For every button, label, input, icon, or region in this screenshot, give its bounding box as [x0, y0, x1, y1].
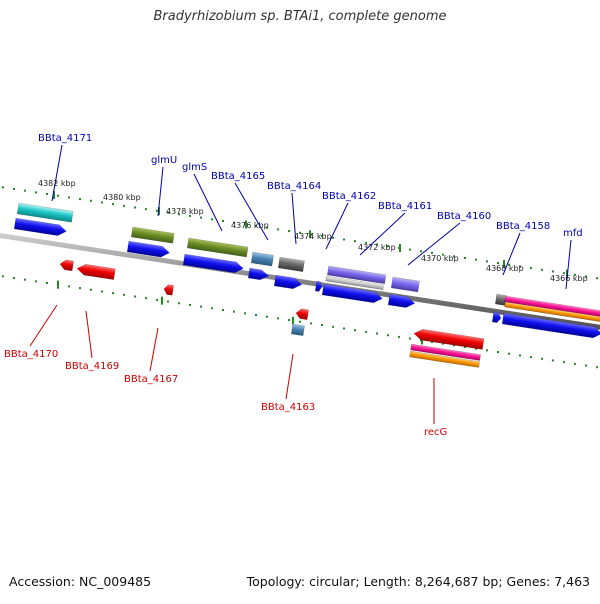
gene-bbta-4167-arrow[interactable] — [163, 284, 174, 296]
gene-label-bbta-4160[interactable]: BBta_4160 — [437, 211, 491, 222]
gene-bbta-4163-bar[interactable] — [290, 323, 305, 337]
gene-mfd-bar2[interactable] — [504, 301, 600, 323]
gene-recg-bar[interactable] — [410, 343, 481, 361]
accession-text: Accession: NC_009485 — [9, 574, 152, 589]
scale-label: 4376 kbp — [231, 221, 269, 230]
gene-glmu-arrow[interactable] — [126, 240, 170, 258]
gene-label-bbta-4158-leader — [502, 232, 521, 276]
gene-bbta-4164-bar[interactable] — [277, 256, 305, 273]
gene-bbta-4162-arrow[interactable] — [321, 283, 383, 304]
gene-label-mfd[interactable]: mfd — [563, 228, 583, 239]
reverse-scale-ticks — [2, 275, 598, 369]
gene-label-bbta-4162-leader — [325, 202, 349, 250]
gene-bbta-4165-arrow[interactable] — [247, 267, 270, 281]
genome-backbone — [0, 233, 600, 330]
gene-bbta-4164-arrow[interactable] — [273, 274, 303, 290]
gene-label-glms[interactable]: glmS — [182, 162, 207, 173]
gene-small-arrow[interactable] — [314, 280, 323, 292]
genome-title: Bradyrhizobium sp. BTAi1, complete genom… — [153, 9, 447, 24]
gene-recg-arrow[interactable] — [413, 328, 485, 350]
gene-bbta-4158-arrow[interactable] — [491, 311, 502, 323]
scale-label: 4374 kbp — [294, 232, 332, 241]
gene-bbta-4170-arrow[interactable] — [59, 259, 74, 272]
gene-label-bbta-4165[interactable]: BBta_4165 — [211, 171, 265, 182]
scale-label: 4382 kbp — [38, 179, 76, 188]
gene-label-bbta-4163-leader — [285, 353, 294, 400]
gene-label-bbta-4171[interactable]: BBta_4171 — [38, 133, 92, 144]
scale-label: 4366 kbp — [550, 274, 588, 283]
gene-mfd-arrow[interactable] — [501, 312, 600, 339]
topology-text: Topology: circular; Length: 8,264,687 bp… — [246, 574, 590, 589]
gene-label-bbta-4164[interactable]: BBta_4164 — [267, 181, 321, 192]
gene-label-bbta-4169[interactable]: BBta_4169 — [65, 361, 119, 372]
gene-label-bbta-4160-leader — [407, 222, 461, 266]
scale-label: 4378 kbp — [166, 207, 204, 216]
gene-glms-arrow[interactable] — [182, 253, 244, 274]
gene-bbta-4162-bar[interactable] — [327, 265, 387, 285]
gene-label-bbta-4169-leader — [85, 310, 93, 359]
forward-scale-ticks — [2, 186, 598, 280]
gene-mfd-bar[interactable] — [504, 295, 600, 318]
gene-label-glmu-leader — [157, 166, 164, 217]
scale-label: 4370 kbp — [421, 254, 459, 263]
gene-label-bbta-4164-leader — [291, 192, 297, 245]
gene-label-bbta-4162[interactable]: BBta_4162 — [322, 191, 376, 202]
gene-bbta-4161-bar[interactable] — [390, 276, 420, 293]
gene-glmu-bar[interactable] — [130, 226, 175, 244]
gene-label-glms-leader — [193, 173, 223, 232]
gene-bbta-4169-arrow[interactable] — [76, 263, 116, 280]
scale-label: 4368 kbp — [486, 264, 524, 273]
gene-label-glmu[interactable]: glmU — [151, 155, 177, 166]
gene-label-recg[interactable]: recG — [424, 427, 447, 438]
gene-label-bbta-4167[interactable]: BBta_4167 — [124, 374, 178, 385]
scale-label: 4380 kbp — [103, 193, 141, 202]
gene-label-bbta-4171-leader — [51, 144, 63, 202]
gene-label-bbta-4170-leader — [29, 304, 58, 347]
gene-label-bbta-4163[interactable]: BBta_4163 — [261, 402, 315, 413]
gene-bbta-4171-bar[interactable] — [16, 202, 74, 223]
gene-label-bbta-4161-leader — [359, 212, 406, 256]
gene-label-mfd-leader — [565, 239, 572, 290]
gene-bbta-4162-bar2[interactable] — [325, 275, 384, 291]
gene-glms-bar[interactable] — [186, 237, 249, 258]
scale-label: 4372 kbp — [358, 243, 396, 252]
gene-bbta-4171-arrow[interactable] — [13, 217, 67, 237]
gene-bbta-4161-arrow[interactable] — [387, 293, 416, 309]
gene-label-bbta-4165-leader — [234, 182, 269, 241]
gene-label-bbta-4158[interactable]: BBta_4158 — [496, 221, 550, 232]
gene-bbta-4165-bar[interactable] — [250, 251, 274, 267]
gene-label-bbta-4161[interactable]: BBta_4161 — [378, 201, 432, 212]
gene-recg-bar2[interactable] — [409, 350, 480, 368]
gene-label-bbta-4167-leader — [149, 327, 159, 372]
gene-bbta-4163-arrow[interactable] — [295, 308, 309, 321]
gene-label-bbta-4170[interactable]: BBta_4170 — [4, 349, 58, 360]
